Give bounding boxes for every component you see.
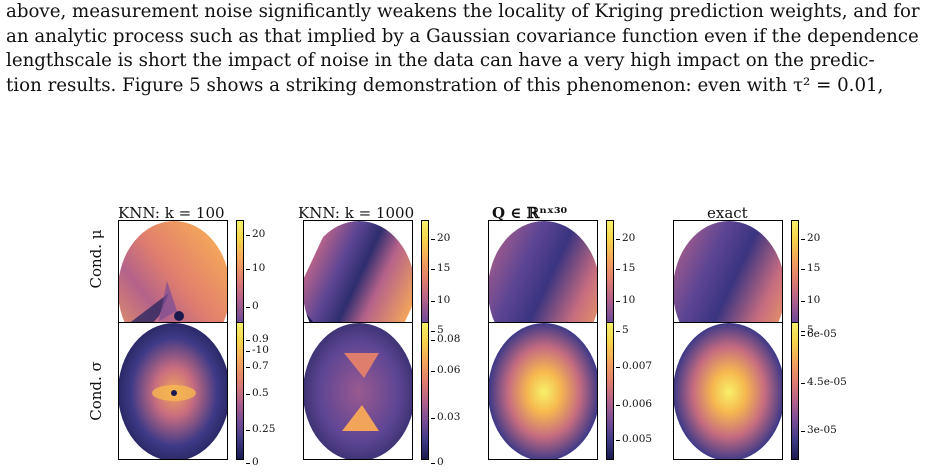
row-label-cond-sigma: Cond. σ (87, 361, 105, 421)
tick-label: 10 (800, 294, 821, 306)
tick-label: 0.06 (430, 364, 461, 376)
paragraph-line-3: lengthscale is short the impact of noise… (6, 50, 875, 71)
paragraph-line-4: tion results. Figure 5 shows a striking … (6, 74, 884, 96)
tick-label: 15 (615, 262, 636, 274)
heatmap-sigma-knn-100 (118, 322, 228, 460)
tick-label: 0 (246, 456, 259, 468)
tick-label: 0.5 (246, 387, 269, 399)
tick-label: 0.006 (615, 398, 653, 410)
tick-label: 20 (245, 228, 266, 240)
tick-label: 20 (615, 232, 636, 244)
tick-label: 0.08 (430, 333, 461, 345)
tick-label: 20 (800, 232, 821, 244)
tick-label: 0.9 (246, 333, 269, 345)
tick-label: 20 (430, 232, 451, 244)
tick-label: 15 (800, 262, 821, 274)
column-title-q-matrix: Q ∈ ℝⁿˣ³⁰ (492, 204, 568, 222)
heatmap-sigma-knn-1000 (303, 322, 413, 460)
tick-label: 5 (616, 324, 629, 336)
body-paragraph: above, measurement noise significantly w… (6, 0, 942, 98)
tick-label: 4.5e-05 (801, 376, 847, 388)
tick-label: 10 (430, 294, 451, 306)
heatmap-sigma-exact (673, 322, 783, 460)
tick-label: 6e-05 (801, 328, 837, 340)
tick-label: 10 (245, 262, 266, 274)
tick-label: 0.03 (430, 411, 461, 423)
row-label-cond-mu: Cond. μ (87, 229, 105, 289)
tick-label: 5 (431, 324, 444, 336)
tick-label: 0.7 (246, 360, 269, 372)
tick-label: 0.25 (245, 423, 276, 435)
colorbar-sigma-q-matrix (606, 322, 614, 460)
tick-label: 0.005 (615, 433, 653, 445)
colorbar-sigma-exact (791, 322, 799, 460)
colorbar-sigma-knn-1000 (421, 322, 429, 460)
paragraph-line-1: above, measurement noise significantly w… (6, 1, 920, 22)
tick-label: 0.007 (615, 360, 653, 372)
tick-label: 0 (431, 456, 444, 468)
tick-label: 3e-05 (801, 424, 837, 436)
column-title-exact: exact (707, 204, 748, 222)
tick-label: 5 (801, 324, 814, 336)
colorbar-sigma-knn-100 (236, 322, 244, 460)
tick-label: 10 (615, 294, 636, 306)
tick-label: 15 (430, 262, 451, 274)
tick-label: 0 (246, 300, 259, 312)
column-title-knn-1000: KNN: k = 1000 (298, 204, 415, 222)
tick-label: -10 (246, 344, 269, 356)
heatmap-sigma-q-matrix (488, 322, 598, 460)
paragraph-line-2: an analytic process such as that implied… (6, 25, 919, 47)
column-title-knn-100: KNN: k = 100 (118, 204, 225, 222)
